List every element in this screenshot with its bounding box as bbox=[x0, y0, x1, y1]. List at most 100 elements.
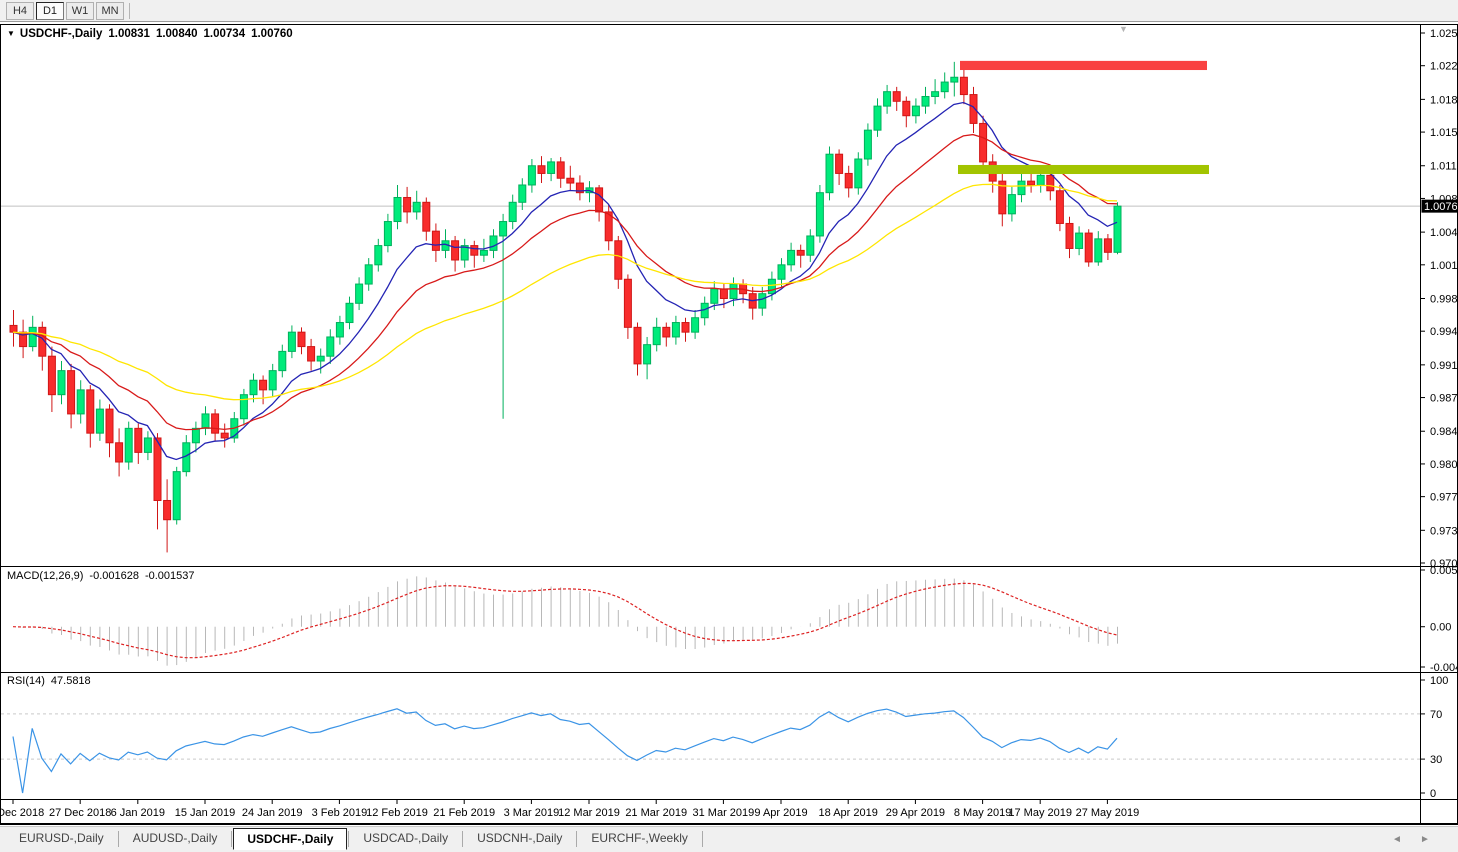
svg-text:0.98770: 0.98770 bbox=[1430, 393, 1458, 405]
ohlc-close: 1.00760 bbox=[251, 28, 293, 40]
candle-body bbox=[1084, 232, 1093, 263]
candle-body bbox=[211, 413, 220, 434]
support-zone[interactable] bbox=[958, 164, 1209, 175]
svg-text:29 Apr 2019: 29 Apr 2019 bbox=[886, 807, 945, 819]
svg-text:100: 100 bbox=[1430, 675, 1448, 687]
svg-text:12 Feb 2019: 12 Feb 2019 bbox=[366, 807, 428, 819]
candle-body bbox=[729, 283, 738, 299]
svg-text:1.02560: 1.02560 bbox=[1430, 28, 1458, 40]
macd-value-main: -0.001628 bbox=[89, 570, 139, 582]
candle-body bbox=[67, 370, 76, 415]
svg-text:0.99110: 0.99110 bbox=[1430, 360, 1458, 372]
tab-separator bbox=[117, 831, 119, 847]
ohlc-open: 1.00831 bbox=[108, 28, 150, 40]
candle-body bbox=[393, 196, 402, 223]
candle-body bbox=[854, 158, 863, 189]
tab-eurusd-daily[interactable]: EURUSD-,Daily bbox=[19, 831, 104, 845]
candle-body bbox=[595, 187, 604, 213]
candle-body bbox=[479, 249, 488, 256]
candle-body bbox=[1055, 190, 1064, 224]
candle-body bbox=[383, 221, 392, 247]
svg-text:12 Mar 2019: 12 Mar 2019 bbox=[558, 807, 620, 819]
candles-layer bbox=[9, 61, 1122, 553]
candle-body bbox=[883, 91, 892, 107]
svg-text:0.97050: 0.97050 bbox=[1430, 558, 1458, 570]
svg-text:1.01180: 1.01180 bbox=[1430, 161, 1458, 173]
candle-body bbox=[105, 408, 114, 444]
macd-name: MACD(12,26,9) bbox=[7, 570, 84, 582]
candle-body bbox=[153, 437, 162, 501]
candle-body bbox=[249, 379, 258, 396]
candle-body bbox=[508, 201, 517, 223]
candle-body bbox=[489, 235, 498, 251]
candle-body bbox=[1036, 174, 1045, 186]
candle-body bbox=[335, 322, 344, 338]
timeframe-button-mn[interactable]: MN bbox=[96, 2, 124, 20]
macd-indicator-label: MACD(12,26,9) -0.001628 -0.001537 bbox=[7, 570, 195, 582]
candle-body bbox=[710, 288, 719, 304]
candle-body bbox=[57, 370, 66, 396]
svg-text:0.97390: 0.97390 bbox=[1430, 525, 1458, 537]
price-zones-layer bbox=[958, 60, 1209, 175]
tab-usdcad-daily[interactable]: USDCAD-,Daily bbox=[363, 831, 449, 845]
candle-body bbox=[566, 177, 575, 184]
ohlc-high: 1.00840 bbox=[155, 28, 198, 40]
candle-body bbox=[1075, 232, 1084, 249]
svg-text:0: 0 bbox=[1430, 788, 1436, 800]
candle-body bbox=[259, 379, 268, 391]
candle-body bbox=[537, 165, 546, 174]
svg-text:3 Feb 2019: 3 Feb 2019 bbox=[312, 807, 368, 819]
candle-body bbox=[201, 413, 210, 429]
svg-text:15 Jan 2019: 15 Jan 2019 bbox=[175, 807, 236, 819]
svg-text:9 Apr 2019: 9 Apr 2019 bbox=[754, 807, 807, 819]
timeframe-button-d1[interactable]: D1 bbox=[36, 2, 64, 20]
candle-body bbox=[643, 344, 652, 365]
candle-body bbox=[412, 201, 421, 213]
candle-body bbox=[911, 105, 920, 117]
macd-signal-line bbox=[12, 582, 1118, 659]
tab-audusd-daily[interactable]: AUDUSD-,Daily bbox=[132, 831, 218, 845]
candle-body bbox=[604, 211, 613, 242]
timeframe-button-h4[interactable]: H4 bbox=[6, 2, 34, 20]
svg-text:1.00490: 1.00490 bbox=[1430, 227, 1458, 239]
candle-body bbox=[316, 355, 325, 362]
candle-body bbox=[374, 245, 383, 266]
candle-body bbox=[892, 91, 901, 102]
candle-body bbox=[844, 172, 853, 189]
tab-separator bbox=[231, 831, 233, 847]
candle-body bbox=[787, 249, 796, 266]
candle-body bbox=[931, 91, 940, 97]
moving-averages-layer bbox=[12, 101, 1118, 461]
candle-body bbox=[940, 81, 949, 93]
candle-body bbox=[172, 471, 181, 521]
rsi-pane: 100 70 30 0 bbox=[1, 675, 1448, 800]
tab-usdchf-daily[interactable]: USDCHF-,Daily bbox=[233, 828, 348, 850]
tabs-scroll-right-button[interactable]: ► bbox=[1420, 834, 1430, 845]
tab-eurchf-weekly[interactable]: EURCHF-,Weekly bbox=[591, 831, 688, 845]
candle-body bbox=[1007, 194, 1016, 215]
candle-body bbox=[873, 105, 882, 131]
tabs-scroll-left-button[interactable]: ◄ bbox=[1392, 834, 1402, 845]
candle-body bbox=[767, 278, 776, 295]
macd-pane: 0.00597 0.00 -0.00424 bbox=[12, 565, 1458, 674]
candle-body bbox=[86, 389, 95, 434]
candle-body bbox=[691, 317, 700, 333]
tab-usdcnh-daily[interactable]: USDCNH-,Daily bbox=[477, 831, 563, 845]
candle-body bbox=[758, 293, 767, 309]
chart-title: ▼ USDCHF-,Daily 1.00831 1.00840 1.00734 1.007… bbox=[7, 28, 293, 40]
candle-body bbox=[134, 427, 143, 453]
candle-body bbox=[431, 230, 440, 251]
candle-body bbox=[518, 184, 527, 203]
svg-text:30: 30 bbox=[1430, 754, 1442, 766]
candle-body bbox=[719, 288, 728, 299]
timeframe-button-w1[interactable]: W1 bbox=[66, 2, 94, 20]
resistance-zone[interactable] bbox=[960, 60, 1207, 71]
chart-shift-marker-icon[interactable]: ▼ bbox=[1119, 24, 1128, 34]
svg-text:1.00150: 1.00150 bbox=[1430, 260, 1458, 272]
toolbar-separator bbox=[129, 3, 130, 20]
candle-body bbox=[19, 331, 28, 348]
candle-body bbox=[1094, 238, 1103, 263]
symbol-dropdown-icon[interactable]: ▼ bbox=[7, 29, 15, 38]
